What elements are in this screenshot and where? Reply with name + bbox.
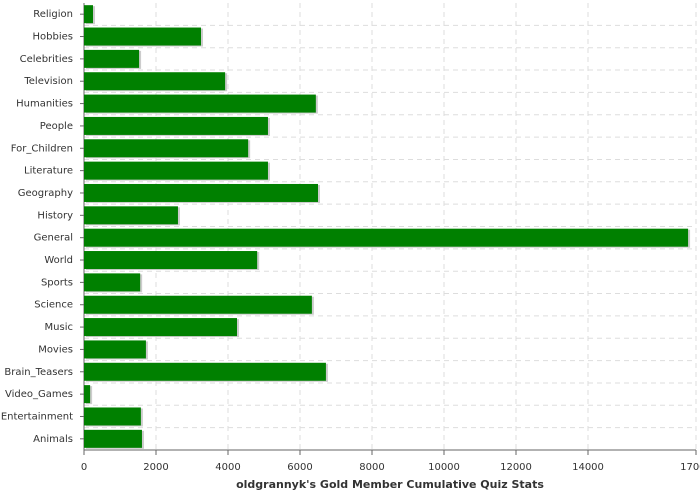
bar xyxy=(84,161,268,180)
bar xyxy=(84,295,312,314)
y-tick-label: Music xyxy=(45,322,73,333)
x-tick-label: 10000 xyxy=(428,462,460,473)
bar xyxy=(84,429,142,448)
bar xyxy=(84,72,226,91)
y-tick-label: Literature xyxy=(24,166,73,177)
bar xyxy=(84,228,689,247)
y-tick-label: Celebrities xyxy=(20,54,73,65)
x-tick-label: 8000 xyxy=(359,462,384,473)
x-tick-label: 17000 xyxy=(680,462,700,473)
bar xyxy=(84,27,201,46)
x-tick-label: 12000 xyxy=(500,462,532,473)
y-tick-label: Television xyxy=(23,76,73,87)
y-tick-label: Hobbies xyxy=(33,32,73,43)
bar xyxy=(84,407,141,426)
y-tick-label: Entertainment xyxy=(1,411,73,422)
y-tick-label: Brain_Teasers xyxy=(4,367,73,378)
x-tick-label: 14000 xyxy=(572,462,604,473)
y-tick-label: People xyxy=(40,121,73,132)
bar xyxy=(84,385,91,404)
y-tick-label: Geography xyxy=(18,188,73,199)
y-tick-label: History xyxy=(37,210,73,221)
y-tick-label: Movies xyxy=(38,344,73,355)
y-tick-label: World xyxy=(44,255,73,266)
bar xyxy=(84,116,268,135)
bar xyxy=(84,273,141,292)
bar xyxy=(84,49,140,68)
x-tick-label: 6000 xyxy=(287,462,312,473)
y-tick-label: General xyxy=(34,233,73,244)
x-tick-label: 0 xyxy=(81,462,87,473)
x-tick-label: 2000 xyxy=(143,462,168,473)
y-tick-label: Video_Games xyxy=(5,389,73,400)
y-tick-label: Animals xyxy=(33,434,73,445)
bar xyxy=(84,251,258,270)
bar xyxy=(84,340,146,359)
x-axis-title: oldgrannyk's Gold Member Cumulative Quiz… xyxy=(236,478,544,491)
bar xyxy=(84,5,93,24)
y-tick-label: Religion xyxy=(33,9,73,20)
y-tick-label: For_Children xyxy=(11,143,73,154)
bar xyxy=(84,94,316,113)
bar xyxy=(84,362,326,381)
bar xyxy=(84,183,318,202)
y-tick-label: Humanities xyxy=(16,99,73,110)
bar xyxy=(84,318,237,337)
y-tick-label: Science xyxy=(34,300,73,311)
y-tick-label: Sports xyxy=(41,277,73,288)
bar xyxy=(84,139,249,158)
x-tick-label: 4000 xyxy=(215,462,240,473)
bar xyxy=(84,206,178,225)
